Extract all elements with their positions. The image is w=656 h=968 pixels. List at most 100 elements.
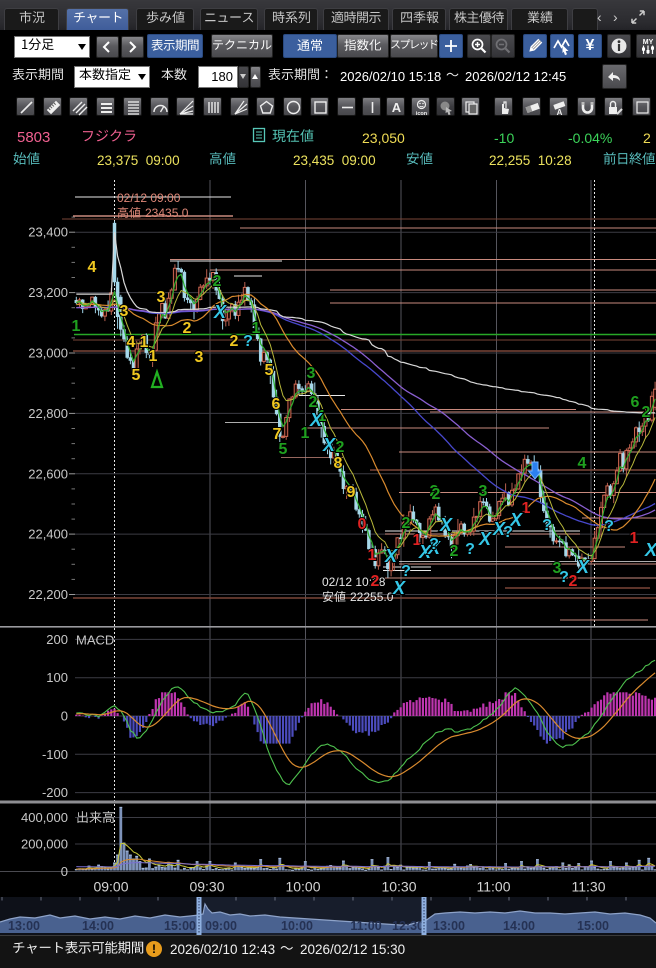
svg-text:MY: MY [643,39,654,46]
svg-text:10:00: 10:00 [281,919,313,933]
svg-text:?: ? [243,333,253,350]
svg-text:6: 6 [272,396,281,413]
svg-text:5: 5 [132,367,141,384]
svg-text:-200: -200 [42,785,68,800]
svg-text:1: 1 [149,348,158,365]
svg-text:X: X [392,578,406,598]
svg-text:1: 1 [140,334,149,351]
svg-text:X: X [213,302,227,322]
svg-text:5: 5 [265,362,274,379]
svg-text:4: 4 [127,334,136,351]
svg-text:7: 7 [273,426,282,443]
svg-text:3: 3 [553,560,562,577]
svg-text:23,400: 23,400 [28,225,68,240]
svg-text:MACD: MACD [76,633,114,648]
svg-text:09:00: 09:00 [93,879,128,895]
svg-text:8: 8 [334,455,343,472]
svg-text:?: ? [465,541,475,558]
svg-text:22,600: 22,600 [28,466,68,481]
svg-text:1: 1 [630,530,639,547]
svg-text:?: ? [503,524,513,541]
svg-text:22255.0: 22255.0 [350,590,394,604]
svg-text:2: 2 [336,439,345,456]
svg-text:X: X [322,435,336,455]
svg-text:A: A [392,100,402,115]
svg-text:100: 100 [46,670,68,685]
svg-text:14:00: 14:00 [82,919,114,933]
svg-text:X: X [509,510,523,530]
svg-text:200: 200 [46,632,68,647]
svg-text:15:00: 15:00 [577,919,609,933]
svg-text:3: 3 [157,289,166,306]
svg-text:23,000: 23,000 [28,346,68,361]
svg-text:22,800: 22,800 [28,406,68,421]
svg-text:2: 2 [642,404,651,421]
svg-text:X: X [478,529,492,549]
svg-text:?: ? [542,517,552,534]
svg-text:13:00: 13:00 [8,919,40,933]
svg-text:1: 1 [252,320,261,337]
svg-text:14:00: 14:00 [503,919,535,933]
svg-text:2: 2 [371,573,380,590]
svg-text:?: ? [604,518,614,535]
svg-text:?: ? [559,569,569,586]
svg-text:-100: -100 [42,747,68,762]
svg-text:200,000: 200,000 [21,837,68,852]
svg-text:X: X [384,546,398,566]
svg-text:1: 1 [522,500,531,517]
svg-text:02/12 09:00: 02/12 09:00 [117,191,181,205]
svg-text:0: 0 [61,709,68,724]
svg-text:23,200: 23,200 [28,285,68,300]
svg-text:X: X [418,542,432,562]
svg-text:2: 2 [450,543,459,560]
svg-text:6: 6 [631,394,640,411]
svg-text:3: 3 [120,303,129,320]
svg-text:X: X [309,410,323,430]
svg-text:2: 2 [230,333,239,350]
svg-text:3: 3 [307,365,316,382]
svg-text:1: 1 [413,532,422,549]
svg-text:5: 5 [279,441,288,458]
svg-text:22,200: 22,200 [28,587,68,602]
svg-text:1: 1 [368,547,377,564]
svg-text:?: ? [429,536,439,553]
svg-text:2: 2 [402,515,411,532]
svg-text:11:30: 11:30 [572,879,606,895]
svg-text:3: 3 [479,483,488,500]
svg-text:22,400: 22,400 [28,527,68,542]
svg-text:23435.0: 23435.0 [145,206,189,220]
svg-text:1: 1 [318,408,327,425]
svg-text:2: 2 [183,320,192,337]
svg-text:X: X [492,519,506,539]
svg-text:09:30: 09:30 [189,879,224,895]
svg-text:09:00: 09:00 [205,919,237,933]
svg-text:1: 1 [301,425,310,442]
svg-text:0: 0 [358,516,367,533]
svg-text:X: X [427,538,441,558]
svg-text:A: A [557,108,563,117]
svg-text:2: 2 [432,486,441,503]
svg-text:X: X [576,557,590,577]
svg-text:0: 0 [61,864,68,879]
svg-text:400,000: 400,000 [21,810,68,825]
svg-text:?: ? [401,563,411,580]
svg-text:4: 4 [578,455,587,472]
svg-text:15:00: 15:00 [164,919,196,933]
svg-text:10:00: 10:00 [285,879,320,895]
svg-text:12:30: 12:30 [392,919,424,933]
svg-text:10:30: 10:30 [381,879,416,895]
svg-text:icon: icon [416,111,428,117]
svg-text:13:00: 13:00 [433,919,465,933]
svg-text:2: 2 [309,394,318,411]
svg-text:2: 2 [569,573,578,590]
svg-text:4: 4 [88,259,97,276]
svg-text:X: X [439,515,453,535]
svg-text:2: 2 [213,273,222,290]
svg-text:3: 3 [195,349,204,366]
svg-text:02/12 10:28: 02/12 10:28 [322,575,386,589]
svg-text:2: 2 [430,483,439,500]
svg-text:9: 9 [347,484,356,501]
svg-text:11:00: 11:00 [350,919,381,933]
svg-text:X: X [644,540,656,560]
svg-text:1: 1 [72,318,81,335]
